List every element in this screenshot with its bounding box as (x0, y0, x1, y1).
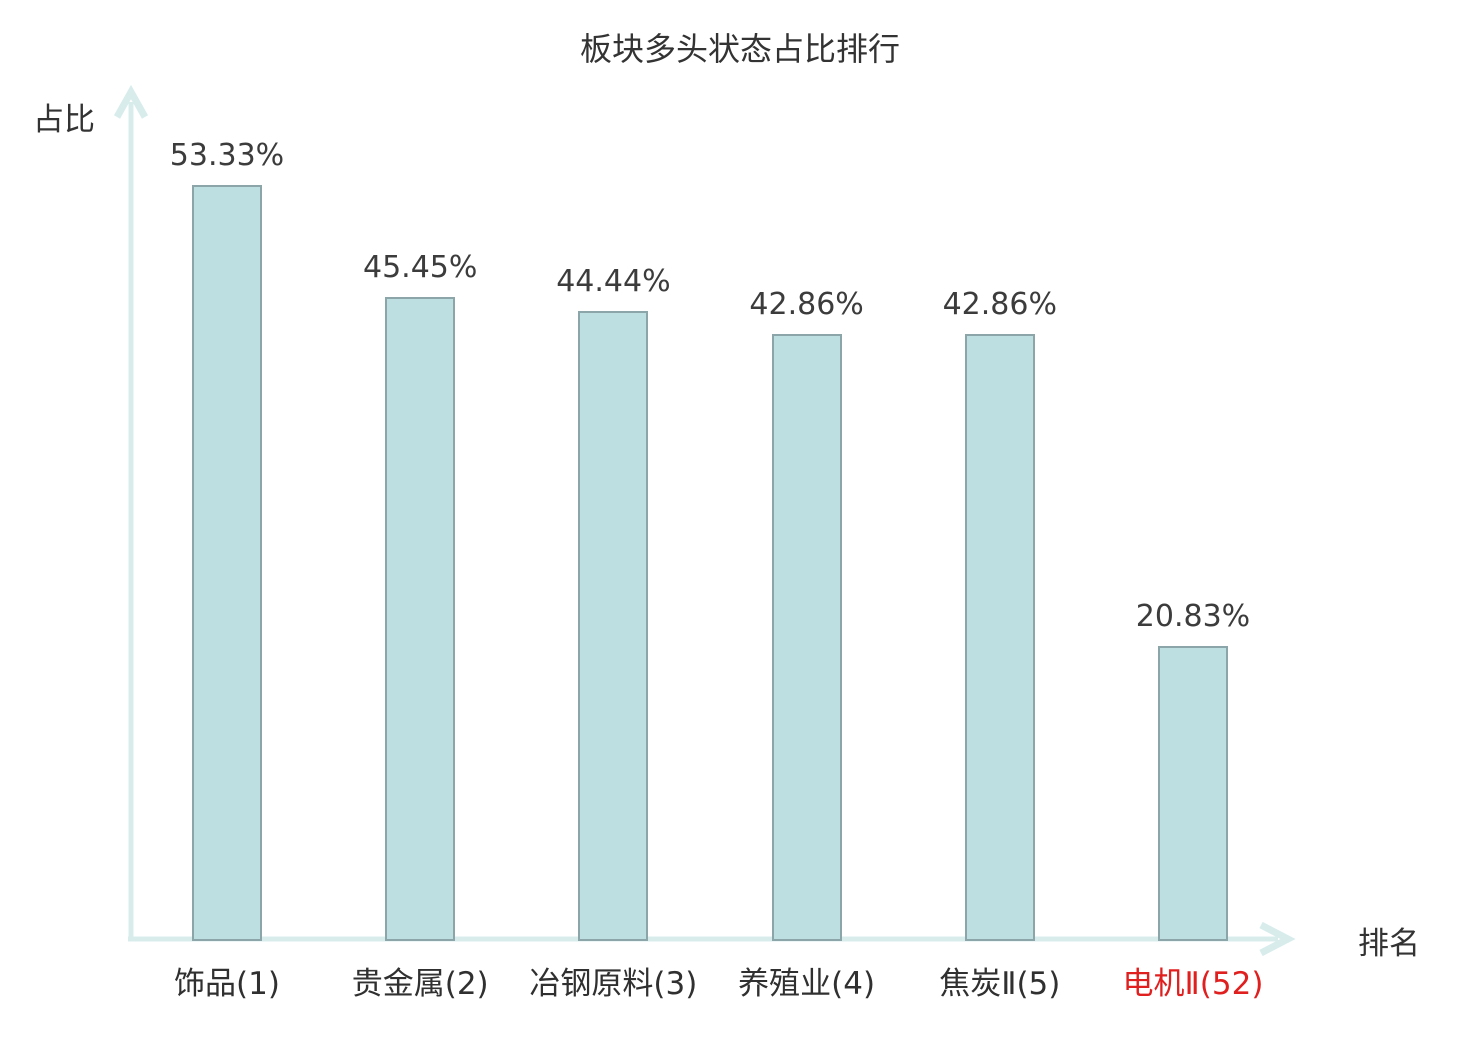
bar-0 (192, 185, 262, 941)
chart-title: 板块多头状态占比排行 (579, 30, 900, 68)
x-axis-label: 排名 (1358, 926, 1420, 962)
x-axis-arrow-icon (1259, 921, 1296, 957)
category-label: 养殖业(4) (738, 966, 876, 1002)
category-label: 贵金属(2) (351, 966, 489, 1002)
bar-3 (771, 333, 842, 941)
category-label: 冶钢原料(3) (529, 966, 698, 1002)
bar-value-label: 53.33% (169, 138, 285, 174)
category-label: 焦炭Ⅱ(5) (939, 966, 1061, 1002)
bar-value-label: 44.44% (556, 264, 671, 300)
category-label: 饰品(1) (174, 966, 280, 1002)
bar-5 (1158, 645, 1228, 941)
y-axis-arrow-icon (113, 84, 149, 119)
category-label: 电机Ⅱ(52) (1122, 966, 1264, 1002)
bar-4 (964, 333, 1035, 941)
y-axis-label: 占比 (33, 102, 95, 138)
bar-2 (578, 311, 649, 941)
bar-value-label: 42.86% (942, 286, 1057, 322)
bar-value-label: 42.86% (749, 286, 864, 322)
bar-1 (385, 296, 456, 941)
bar-value-label: 20.83% (1135, 598, 1251, 634)
bar-value-label: 45.45% (362, 249, 478, 285)
